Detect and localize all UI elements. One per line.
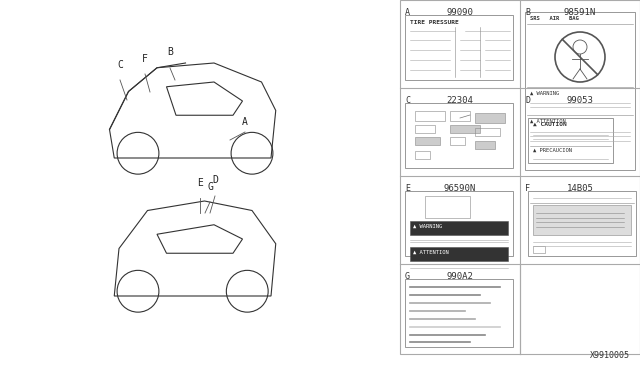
Bar bbox=[475, 128, 500, 136]
Text: D: D bbox=[212, 175, 218, 185]
Text: X9910005: X9910005 bbox=[590, 351, 630, 360]
Bar bbox=[410, 247, 508, 261]
Bar bbox=[525, 12, 635, 170]
Bar bbox=[410, 221, 508, 235]
Text: E: E bbox=[405, 184, 410, 193]
Text: G: G bbox=[405, 272, 410, 281]
Bar bbox=[450, 137, 465, 145]
Text: 99053: 99053 bbox=[566, 96, 593, 105]
Text: C: C bbox=[117, 60, 123, 70]
Bar bbox=[450, 125, 480, 133]
Text: 990A2: 990A2 bbox=[447, 272, 474, 281]
Text: A: A bbox=[242, 117, 248, 127]
Bar bbox=[533, 205, 631, 235]
Text: ▲ ATTENTION: ▲ ATTENTION bbox=[530, 119, 566, 124]
Bar bbox=[405, 103, 513, 168]
Bar bbox=[475, 113, 505, 123]
Bar bbox=[400, 0, 640, 354]
Text: E: E bbox=[197, 178, 203, 188]
Bar bbox=[405, 15, 513, 80]
Text: 14B05: 14B05 bbox=[566, 184, 593, 193]
Text: 22304: 22304 bbox=[447, 96, 474, 105]
Text: F: F bbox=[525, 184, 530, 193]
Bar bbox=[415, 151, 430, 159]
Bar bbox=[415, 125, 435, 133]
Text: 99090: 99090 bbox=[447, 8, 474, 17]
Text: ▲ CAUTION: ▲ CAUTION bbox=[533, 122, 567, 127]
Text: B: B bbox=[167, 47, 173, 57]
Text: ▲ WARNING: ▲ WARNING bbox=[530, 91, 559, 96]
Bar bbox=[405, 279, 513, 347]
Text: B: B bbox=[525, 8, 530, 17]
Text: F: F bbox=[142, 54, 148, 64]
Text: D: D bbox=[525, 96, 530, 105]
Text: ▲ ATTENTION: ▲ ATTENTION bbox=[413, 250, 449, 255]
Bar bbox=[415, 111, 445, 121]
Text: TIRE PRESSURE: TIRE PRESSURE bbox=[410, 20, 459, 25]
Bar bbox=[533, 246, 545, 253]
Bar bbox=[425, 196, 470, 218]
Text: A: A bbox=[405, 8, 410, 17]
Text: C: C bbox=[405, 96, 410, 105]
Text: ▲ WARNING: ▲ WARNING bbox=[413, 224, 442, 229]
Bar bbox=[528, 191, 636, 256]
Bar bbox=[475, 141, 495, 149]
Text: ▲ PRECAUCION: ▲ PRECAUCION bbox=[533, 148, 572, 153]
Bar bbox=[415, 137, 440, 145]
Text: G: G bbox=[207, 182, 213, 192]
Bar bbox=[405, 191, 513, 256]
Text: 96590N: 96590N bbox=[444, 184, 476, 193]
Bar bbox=[528, 118, 613, 163]
Bar bbox=[450, 111, 470, 121]
Text: SRS   AIR   BAG: SRS AIR BAG bbox=[530, 16, 579, 21]
Text: 98591N: 98591N bbox=[564, 8, 596, 17]
